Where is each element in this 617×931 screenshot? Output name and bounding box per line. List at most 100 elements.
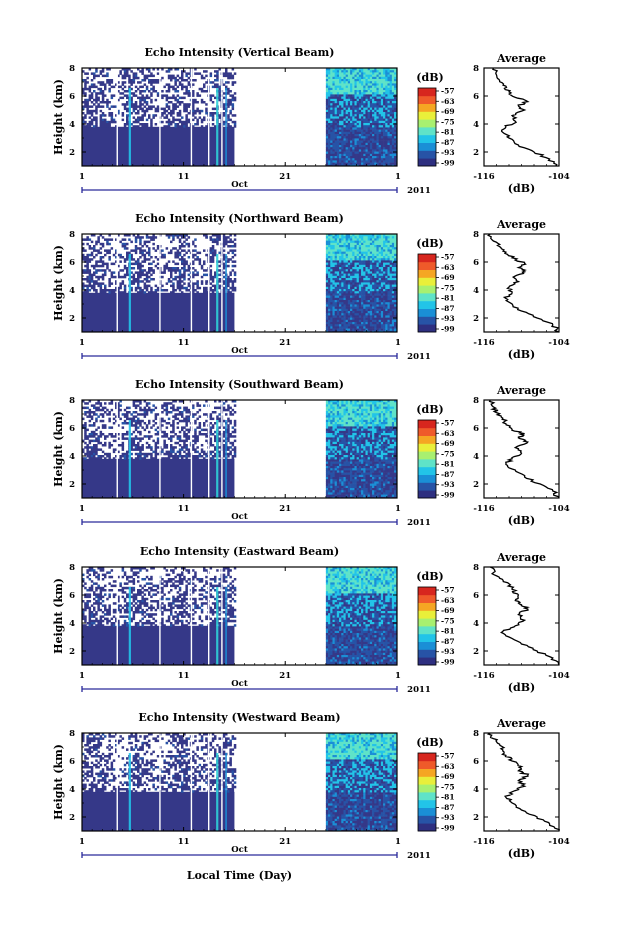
echo-cell	[82, 457, 85, 460]
echo-cell	[325, 275, 329, 279]
echo-cell	[363, 140, 366, 144]
echo-cell	[161, 271, 164, 274]
echo-cell	[332, 147, 335, 150]
echo-cell	[90, 112, 94, 115]
echo-cell	[354, 156, 357, 159]
echo-cell	[343, 74, 346, 78]
echo-cell	[354, 153, 357, 157]
echo-cell	[336, 162, 340, 166]
echo-cell	[372, 291, 375, 294]
echo-cell	[394, 324, 397, 327]
echo-cell	[339, 92, 342, 95]
echo-cell	[205, 112, 208, 115]
echo-cell	[367, 83, 371, 86]
echo-cell	[361, 306, 364, 310]
echo-cell	[369, 280, 373, 283]
echo-cell	[343, 90, 346, 93]
echo-cell	[93, 98, 96, 102]
echo-cell	[383, 145, 386, 148]
echo-cell	[95, 109, 98, 113]
echo-cell	[139, 85, 142, 89]
echo-cell	[358, 245, 362, 248]
echo-cell	[380, 112, 384, 115]
echo-cell	[347, 330, 351, 332]
echo-cell	[325, 317, 329, 321]
echo-cell	[356, 101, 360, 104]
echo-cell	[343, 98, 346, 102]
echo-cell	[145, 278, 149, 281]
echo-cell	[343, 114, 346, 117]
echo-cell	[161, 249, 164, 252]
echo-cell	[145, 236, 149, 239]
echo-cell	[214, 83, 217, 86]
echo-cell	[389, 317, 393, 321]
echo-cell	[84, 291, 87, 294]
echo-cell	[369, 112, 373, 115]
echo-cell	[178, 275, 182, 279]
echo-cell	[106, 238, 109, 241]
echo-cell	[95, 68, 98, 71]
echo-cell	[356, 123, 360, 126]
echo-cell	[334, 118, 338, 122]
echo-cell	[385, 127, 388, 130]
echo-cell	[152, 260, 155, 263]
echo-cell	[99, 83, 103, 86]
echo-cell	[117, 81, 120, 84]
echo-cell	[86, 437, 89, 440]
echo-cell	[385, 160, 388, 163]
echo-cell	[363, 260, 366, 263]
echo-cell	[88, 116, 92, 119]
echo-cell	[84, 114, 87, 117]
echo-cell	[354, 105, 357, 108]
echo-cell	[383, 273, 386, 277]
colorbar-segment	[418, 324, 436, 333]
echo-cell	[95, 107, 98, 111]
echo-cell	[347, 127, 351, 130]
echo-cell	[112, 253, 116, 257]
echo-cell	[363, 164, 366, 166]
echo-cell	[372, 153, 375, 157]
echo-cell	[356, 260, 360, 263]
echo-cell	[391, 90, 395, 93]
echo-cell	[378, 147, 382, 150]
y-tick-label: 6	[69, 258, 75, 268]
echo-cell	[389, 94, 393, 97]
echo-cell	[361, 109, 364, 113]
echo-cell	[385, 240, 388, 244]
echo-cell	[332, 98, 335, 102]
echo-cell	[350, 153, 353, 157]
echo-streak	[216, 88, 219, 166]
echo-cell	[343, 284, 346, 288]
echo-cell	[380, 158, 384, 161]
echo-cell	[130, 123, 133, 126]
echo-cell	[383, 138, 386, 141]
echo-cell	[374, 142, 377, 146]
echo-cell	[352, 134, 355, 137]
echo-cell	[341, 162, 344, 166]
echo-cell	[86, 267, 89, 270]
echo-cell	[209, 278, 213, 281]
echo-cell	[383, 242, 386, 246]
echo-cell	[330, 236, 333, 239]
echo-cell	[330, 302, 333, 305]
echo-cell	[143, 105, 147, 108]
echo-cell	[383, 262, 386, 266]
echo-cell	[347, 293, 351, 296]
echo-cell	[376, 105, 379, 108]
echo-cell	[231, 264, 235, 268]
colorbar-segment	[418, 158, 436, 167]
echo-cell	[347, 72, 351, 75]
echo-cell	[361, 68, 364, 71]
average-y-tick-label: 6	[473, 258, 479, 268]
echo-cell	[394, 138, 397, 141]
echo-cell	[214, 284, 217, 288]
echo-cell	[372, 131, 375, 135]
echo-cell	[154, 114, 158, 117]
echo-cell	[367, 158, 371, 161]
echo-cell	[196, 94, 199, 97]
echo-cell	[345, 81, 349, 84]
echo-cell	[82, 282, 85, 285]
echo-cell	[88, 85, 92, 89]
echo-cell	[115, 238, 118, 241]
echo-cell	[332, 68, 335, 71]
